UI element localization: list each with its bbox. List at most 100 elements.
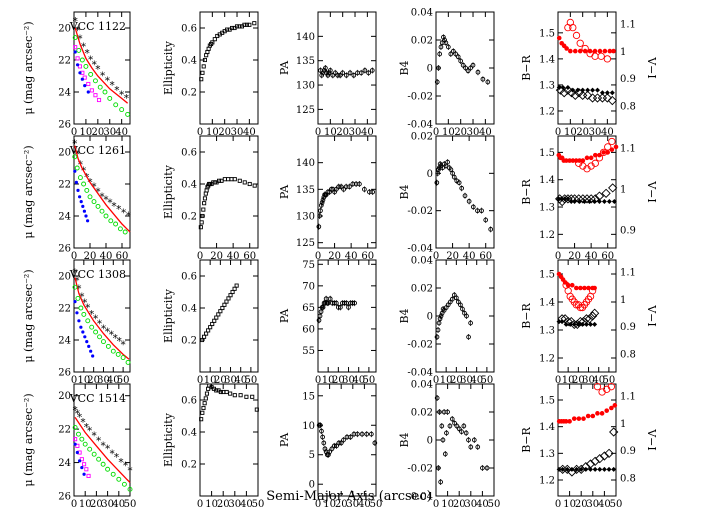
data-point: [73, 300, 77, 304]
data-point: [588, 155, 594, 161]
data-point: [439, 423, 445, 429]
data-point: [372, 440, 378, 446]
data-point: [587, 93, 598, 103]
y-axis-label-pa: PA: [278, 308, 291, 323]
data-point: [202, 334, 207, 339]
data-point: [613, 144, 619, 150]
data-point: [466, 198, 472, 204]
data-point: [466, 437, 471, 443]
x-tick-label: 50: [245, 375, 258, 386]
data-point: *: [73, 17, 78, 28]
data-point: [358, 70, 364, 76]
data-point: *: [105, 327, 110, 338]
y-tick-label: 20: [58, 148, 71, 159]
data-point: [453, 51, 459, 57]
data-point: [435, 327, 441, 333]
data-point: [440, 437, 446, 443]
data-point: [590, 456, 600, 466]
data-point: [582, 199, 588, 205]
data-point: [316, 317, 322, 323]
right-tick-label: 0.9: [620, 226, 636, 237]
y-tick-label: 1.5: [539, 396, 555, 407]
data-point: [463, 65, 468, 71]
data-point: [556, 319, 562, 325]
data-point: [99, 208, 105, 214]
data-point: [86, 81, 91, 87]
data-point: [79, 57, 85, 63]
y-tick-label: 0.4: [181, 56, 197, 67]
data-point: [117, 226, 123, 232]
data-point: [456, 180, 462, 186]
data-point: [97, 84, 103, 90]
data-point: [337, 72, 343, 78]
y-axis-label-pa: PA: [278, 60, 291, 75]
x-tick-label: 30: [101, 499, 114, 510]
data-point: [578, 466, 584, 472]
data-point: [100, 461, 106, 467]
data-point: [434, 395, 440, 401]
y-tick-label: -0.02: [407, 206, 433, 217]
data-point: [228, 293, 233, 298]
data-point: [445, 44, 451, 50]
data-point: [252, 183, 257, 188]
data-point: [442, 451, 448, 457]
data-point: [119, 107, 125, 113]
x-tick-label: 30: [346, 499, 359, 510]
data-point: [580, 87, 586, 93]
y-tick-label: 22: [58, 425, 71, 436]
data-point: [72, 425, 78, 430]
data-point: [587, 48, 593, 54]
data-point: [560, 85, 566, 91]
x-tick-label: 60: [479, 251, 492, 262]
y-tick-label: 65: [302, 303, 315, 314]
data-point: [319, 200, 325, 206]
data-point: [599, 411, 605, 416]
x-tick-label: 60: [361, 251, 374, 262]
data-point: [475, 69, 481, 75]
y-axis-label-br: B−R: [520, 54, 533, 80]
x-tick-label: 10: [562, 375, 575, 386]
data-point: [611, 48, 616, 54]
x-tick-label: 20: [332, 375, 345, 386]
data-point: [601, 199, 607, 205]
data-point: [331, 443, 337, 449]
y-axis-label-vi: V−I: [645, 428, 658, 451]
data-point: [88, 71, 94, 77]
data-point: [572, 48, 578, 54]
data-point: [78, 71, 82, 75]
y-tick-label: 1.4: [539, 298, 555, 309]
data-point: *: [92, 431, 97, 442]
panel-surface-brightness-frame: [73, 135, 131, 249]
x-tick-label: 10: [77, 375, 90, 386]
data-point: [448, 51, 454, 57]
x-tick-label: 10: [322, 375, 335, 386]
right-tick-label: 0.8: [620, 474, 636, 485]
data-point: [86, 473, 91, 478]
x-tick-label: 0: [197, 499, 203, 510]
data-point: [595, 411, 600, 416]
data-point: [347, 70, 353, 76]
y-tick-label: 140: [296, 158, 315, 169]
data-point: [122, 229, 128, 235]
data-point: [592, 466, 598, 472]
data-point: [85, 318, 91, 324]
x-tick-label: 40: [585, 251, 598, 262]
data-point: [73, 442, 77, 446]
data-point: *: [100, 192, 105, 203]
data-point: [84, 214, 88, 218]
data-point: [343, 184, 349, 190]
x-tick-label: 0: [315, 251, 321, 262]
data-point: [479, 208, 484, 214]
data-point: [320, 197, 326, 203]
data-point: [592, 48, 598, 54]
data-point: [91, 451, 97, 457]
panel-position-angle-frame: [317, 259, 377, 373]
data-point: [601, 150, 606, 155]
data-point: [78, 305, 84, 311]
data-point: [204, 331, 209, 336]
x-tick-label: 30: [231, 127, 244, 138]
data-point: [568, 48, 573, 54]
